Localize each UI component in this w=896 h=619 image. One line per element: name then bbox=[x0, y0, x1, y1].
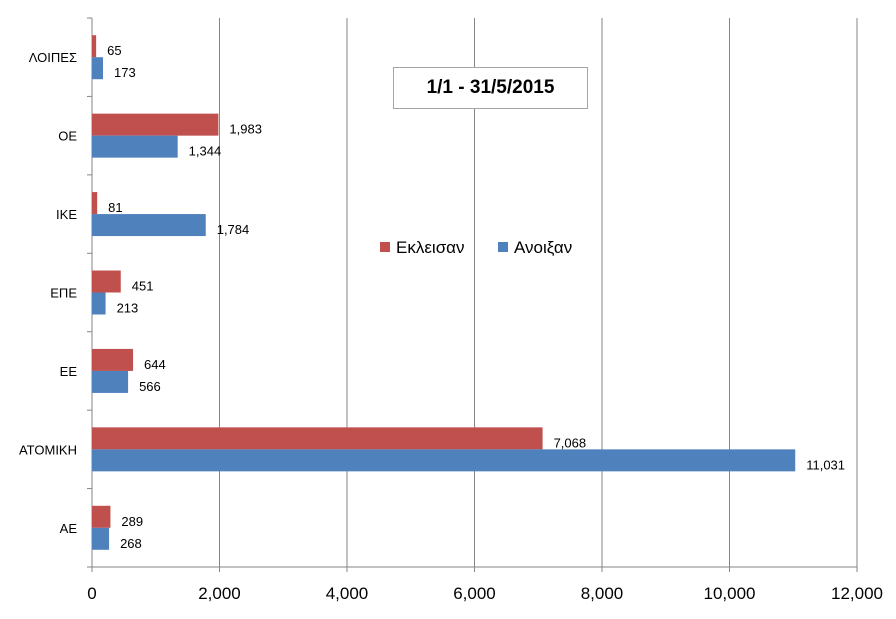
x-tick-label: 0 bbox=[87, 584, 96, 603]
category-label: ΕΕ bbox=[60, 364, 78, 379]
bars bbox=[92, 35, 796, 550]
data-label: 173 bbox=[114, 65, 136, 80]
legend-swatch bbox=[380, 242, 390, 252]
data-label: 7,068 bbox=[554, 435, 587, 450]
bar-closed bbox=[92, 192, 98, 215]
data-label: 65 bbox=[107, 43, 121, 58]
bar-opened bbox=[92, 292, 106, 315]
category-label: ΟΕ bbox=[58, 129, 77, 144]
bar-closed bbox=[92, 113, 219, 136]
data-label: 566 bbox=[139, 379, 161, 394]
data-label: 11,031 bbox=[806, 457, 845, 472]
legend-label: Εκλεισαν bbox=[396, 238, 465, 257]
legend-label: Ανοιξαν bbox=[514, 238, 572, 257]
data-label: 1,344 bbox=[189, 144, 222, 159]
x-tick-label: 8,000 bbox=[581, 584, 624, 603]
category-label: ΑΤΟΜΙΚΗ bbox=[19, 442, 77, 457]
category-label: ΑΕ bbox=[60, 521, 78, 536]
bar-closed bbox=[92, 270, 121, 293]
legend: Εκλεισαν Ανοιξαν bbox=[380, 238, 572, 257]
category-label: ΕΠΕ bbox=[50, 286, 77, 301]
category-labels: ΛΟΙΠΕΣ ΟΕ ΙΚΕ ΕΠΕ ΕΕ ΑΤΟΜΙΚΗ ΑΕ bbox=[19, 50, 77, 536]
bar-closed bbox=[92, 348, 134, 371]
data-label: 268 bbox=[120, 536, 142, 551]
category-label: ΙΚΕ bbox=[56, 207, 77, 222]
data-label: 81 bbox=[108, 200, 122, 215]
x-tick-label: 2,000 bbox=[198, 584, 241, 603]
bar-opened bbox=[92, 57, 104, 80]
data-labels: 65 173 1,983 1,344 81 1,784 451 213 644 566 7,068 1… bbox=[107, 43, 845, 551]
bar-opened bbox=[92, 135, 178, 158]
x-tick-label: 4,000 bbox=[326, 584, 369, 603]
legend-swatch bbox=[498, 242, 508, 252]
chart-title: 1/1 - 31/5/2015 bbox=[393, 67, 588, 109]
data-label: 1,983 bbox=[229, 122, 262, 137]
bar-opened bbox=[92, 370, 129, 393]
data-label: 451 bbox=[132, 279, 154, 294]
bar-opened bbox=[92, 527, 110, 550]
data-label: 1,784 bbox=[217, 222, 250, 237]
x-tick-label: 10,000 bbox=[704, 584, 756, 603]
x-tick-label: 12,000 bbox=[831, 584, 883, 603]
bar-closed bbox=[92, 35, 97, 58]
gridlines bbox=[219, 18, 858, 567]
category-label: ΛΟΙΠΕΣ bbox=[29, 50, 77, 65]
bar-opened bbox=[92, 449, 796, 472]
data-label: 289 bbox=[121, 514, 143, 529]
bar-closed bbox=[92, 505, 111, 528]
x-tick-label: 6,000 bbox=[453, 584, 496, 603]
bar-closed bbox=[92, 427, 543, 450]
data-label: 213 bbox=[117, 301, 139, 316]
tick-labels: 0 2,000 4,000 6,000 8,000 10,000 12,000 bbox=[87, 584, 883, 603]
bar-opened bbox=[92, 214, 206, 237]
data-label: 644 bbox=[144, 357, 166, 372]
